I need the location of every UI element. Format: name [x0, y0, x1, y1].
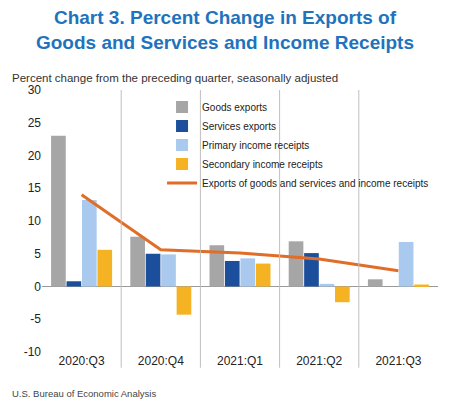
svg-text:30: 30 [28, 83, 42, 97]
svg-text:15: 15 [28, 181, 42, 195]
svg-text:Primary income receipts: Primary income receipts [202, 140, 309, 151]
svg-text:Exports of goods and services: Exports of goods and services and income… [202, 178, 428, 189]
svg-text:Chart 3. Percent Change in Exp: Chart 3. Percent Change in Exports ofGoo… [36, 7, 414, 53]
svg-text:25: 25 [28, 116, 42, 130]
svg-text:2021:Q2: 2021:Q2 [296, 354, 342, 368]
svg-text:2020:Q3: 2020:Q3 [59, 354, 105, 368]
svg-text:U.S. Bureau of Economic Analys: U.S. Bureau of Economic Analysis [12, 388, 156, 399]
svg-text:10: 10 [28, 214, 42, 228]
svg-text:Services exports: Services exports [202, 121, 276, 132]
svg-text:Secondary income receipts: Secondary income receipts [202, 159, 323, 170]
svg-text:2020:Q4: 2020:Q4 [138, 354, 184, 368]
svg-text:20: 20 [28, 149, 42, 163]
svg-text:0: 0 [34, 280, 41, 294]
svg-text:5: 5 [34, 247, 41, 261]
svg-text:-10: -10 [24, 345, 42, 359]
svg-text:2021:Q1: 2021:Q1 [217, 354, 263, 368]
svg-text:Goods exports: Goods exports [202, 102, 267, 113]
svg-text:2021:Q3: 2021:Q3 [375, 354, 421, 368]
svg-text:-5: -5 [30, 312, 41, 326]
svg-text:Percent change from the preced: Percent change from the preceding quarte… [12, 72, 338, 84]
